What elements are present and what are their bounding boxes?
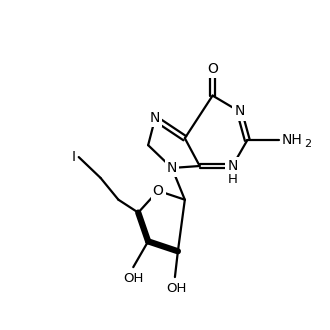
Text: O: O <box>207 62 218 76</box>
Text: N: N <box>227 159 238 173</box>
Text: O: O <box>152 184 163 198</box>
Text: N: N <box>150 112 160 125</box>
Text: N: N <box>234 105 245 118</box>
Text: N: N <box>167 161 177 175</box>
Text: OH: OH <box>123 272 144 285</box>
Text: I: I <box>72 150 76 164</box>
Text: NH: NH <box>282 133 303 147</box>
Text: OH: OH <box>167 282 187 295</box>
Text: H: H <box>227 173 237 186</box>
Text: 2: 2 <box>304 139 311 149</box>
